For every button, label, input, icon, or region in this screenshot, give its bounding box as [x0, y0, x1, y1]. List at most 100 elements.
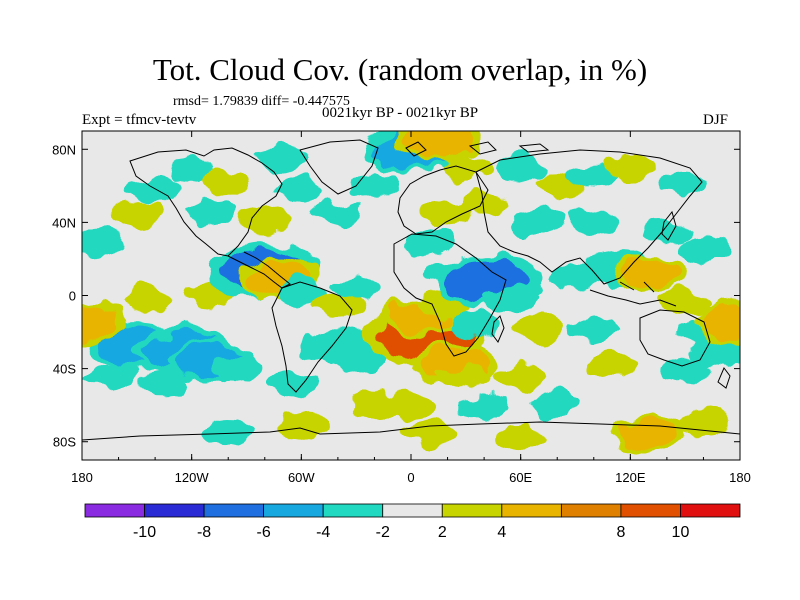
anomaly-patch — [611, 414, 687, 452]
anomaly-band — [677, 410, 729, 437]
anomaly-band — [120, 286, 172, 312]
colorbar-swatch — [263, 503, 324, 518]
anomaly-patch — [641, 218, 693, 245]
colorbar-label: -4 — [316, 524, 330, 541]
anomaly-band — [403, 419, 455, 446]
anomaly-patch — [568, 209, 620, 235]
y-tick-label: 40S — [53, 362, 76, 377]
anomaly-band — [111, 200, 163, 226]
coast-new-zealand — [717, 367, 731, 389]
anomaly-band — [659, 169, 711, 195]
anomaly-band — [618, 417, 679, 448]
chart-title: Tot. Cloud Cov. (random overlap, in %) — [152, 52, 648, 87]
coast-indonesia — [589, 281, 677, 307]
anomaly-patch — [659, 288, 711, 314]
y-tick-label: 80S — [53, 435, 76, 450]
anomaly-band — [568, 315, 620, 341]
anomaly-patch — [458, 396, 510, 422]
anomaly-patch — [166, 158, 218, 184]
anomaly-band — [257, 145, 309, 172]
colorbar-label: 8 — [616, 524, 625, 541]
anomaly-patch — [239, 209, 291, 235]
y-tick-label: 0 — [69, 289, 76, 304]
period-label: 0021kyr BP - 0021kyr BP — [322, 105, 479, 121]
anomaly-patch — [120, 286, 172, 312]
colorbar-swatch — [501, 503, 562, 518]
colorbar-swatch — [144, 503, 205, 518]
anomaly-band — [202, 419, 254, 446]
anomaly-band — [211, 356, 263, 382]
anomaly-band — [202, 169, 254, 195]
anomaly-patch — [422, 200, 474, 226]
anomaly-patch — [495, 425, 547, 451]
anomaly-patch — [513, 209, 565, 235]
colorbar-swatch — [203, 503, 265, 518]
colorbar-swatch — [680, 503, 741, 518]
anomaly-band — [513, 209, 565, 235]
anomaly-patch — [440, 365, 492, 391]
anomaly-band — [495, 425, 547, 451]
anomaly-patch — [659, 169, 711, 195]
anomaly-band — [513, 315, 565, 341]
colorbar-swatch — [84, 503, 145, 518]
anomaly-band — [440, 154, 492, 181]
anomaly-band — [641, 218, 693, 245]
anomaly-patch — [257, 145, 309, 172]
anomaly-patch — [83, 365, 135, 391]
anomaly-patch — [330, 273, 382, 299]
anomaly-patch — [111, 200, 163, 226]
anomaly-band — [440, 365, 492, 391]
anomaly-patch — [275, 176, 327, 203]
anomaly-band — [604, 154, 656, 181]
anomaly-patch — [486, 286, 538, 312]
anomaly-patch — [348, 392, 400, 418]
anomaly-patch — [440, 154, 492, 181]
coast-japan — [661, 210, 677, 241]
x-tick-label: 60W — [288, 470, 315, 485]
anomaly-patch — [275, 414, 327, 440]
anomaly-band — [330, 273, 382, 299]
coast-australia — [639, 309, 711, 367]
anomaly-band — [83, 365, 135, 391]
anomaly-patch — [611, 255, 687, 293]
anomaly-band — [677, 237, 729, 263]
experiment-label: Expt = tfmcv-tevtv — [82, 112, 197, 128]
x-tick-label: 60E — [509, 470, 532, 485]
anomaly-patch — [495, 365, 547, 391]
x-tick-label: 120E — [615, 470, 646, 485]
coast-arctic-islands — [405, 141, 550, 157]
anomaly-band — [568, 209, 620, 235]
anomaly-band — [82, 305, 121, 340]
anomaly-patch — [659, 359, 711, 385]
anomaly-patch — [495, 154, 547, 181]
anomaly-band — [531, 392, 583, 418]
anomaly-patch — [82, 301, 129, 345]
coast-greenland — [299, 139, 379, 195]
anomaly-patch — [604, 154, 656, 181]
x-tick-label: 0 — [407, 470, 414, 485]
anomaly-patch — [202, 419, 254, 446]
anomaly-patch — [513, 315, 565, 341]
anomaly-patch — [211, 356, 263, 382]
anomaly-patch — [138, 370, 190, 396]
anomaly-patch — [586, 352, 638, 378]
anomaly-band — [275, 414, 327, 440]
colorbar-swatch — [620, 503, 681, 518]
colorbar-label: -6 — [257, 524, 271, 541]
anomaly-patch — [202, 169, 254, 195]
coastlines — [82, 139, 740, 441]
coast-asia — [475, 149, 703, 285]
colorbar-label: 10 — [672, 524, 690, 541]
x-tick-label: 180 — [729, 470, 751, 485]
anomaly-patch — [395, 131, 482, 162]
anomaly-patch — [385, 392, 437, 418]
colorbar-label: -2 — [376, 524, 390, 541]
coast-africa — [393, 233, 507, 357]
anomaly-patch — [266, 370, 318, 396]
anomaly-patch — [677, 237, 729, 263]
anomaly-patch — [693, 301, 740, 345]
anomaly-patch — [82, 228, 126, 254]
coast-antarctica — [82, 421, 740, 441]
coast-europe — [397, 165, 489, 235]
